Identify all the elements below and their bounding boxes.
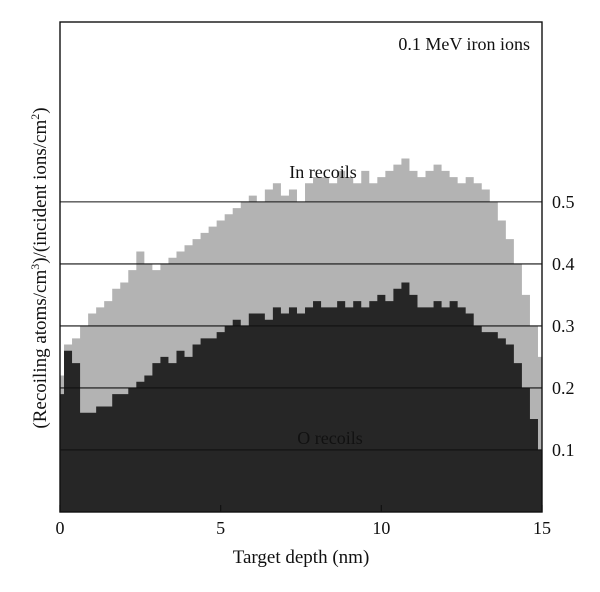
x-axis-title: Target depth (nm) (233, 547, 370, 568)
series-label-in-recoils: In recoils (289, 162, 356, 182)
y-axis-title-part-3: ) (30, 107, 51, 113)
plot-frame (59, 21, 543, 513)
x-tick-label-0: 0 (56, 518, 65, 538)
area-series-o-recoils (60, 282, 542, 512)
y-ticks-group: 0.1 0.2 0.3 0.4 0.5 (552, 192, 575, 460)
y-tick-label-4: 0.5 (552, 192, 575, 212)
y-axis-title-superscript-2: 2 (28, 114, 42, 120)
y-axis-title-part-1: (Recoiling atoms/cm (30, 270, 51, 429)
y-axis-title-part-2: )/(incident ions/cm (30, 120, 51, 264)
x-tick-label-3: 15 (533, 518, 551, 538)
x-tick-label-2: 10 (372, 518, 390, 538)
y-axis-title: (Recoiling atoms/cm3)/(incident ions/cm2… (28, 107, 51, 428)
chart-annotation: 0.1 MeV iron ions (398, 34, 530, 54)
x-ticks-group: 0 5 10 15 (56, 505, 551, 538)
y-tick-label-3: 0.4 (552, 254, 575, 274)
area-series-group (60, 158, 542, 513)
y-tick-label-0: 0.1 (552, 440, 575, 460)
gridlines-group (60, 201, 542, 451)
x-tick-label-1: 5 (216, 518, 225, 538)
y-axis-title-superscript-1: 3 (28, 264, 42, 270)
y-tick-label-1: 0.2 (552, 378, 575, 398)
y-tick-label-2: 0.3 (552, 316, 575, 336)
series-label-o-recoils: O recoils (297, 428, 362, 448)
